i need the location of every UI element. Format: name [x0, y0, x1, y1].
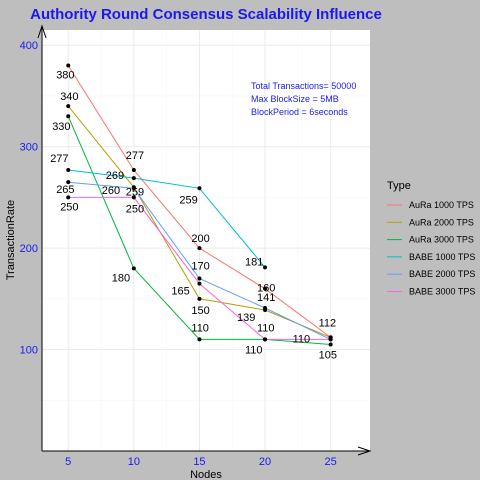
- series-line-3: [68, 169, 266, 268]
- data-label: 277: [50, 153, 68, 165]
- data-label: 250: [60, 201, 78, 213]
- data-label: 165: [171, 286, 189, 298]
- data-label: 277: [126, 150, 144, 162]
- legend-label: AuRa 1000 TPS: [409, 200, 474, 210]
- data-point: [66, 63, 71, 68]
- legend-label: BABE 2000 TPS: [409, 269, 475, 279]
- annotation-total-transactions: Total Transactions= 50000: [251, 81, 356, 91]
- y-tick-label: 300: [20, 142, 38, 154]
- data-label: 110: [245, 344, 263, 356]
- data-point: [131, 186, 136, 191]
- chart-title: Authority Round Consensus Scalability In…: [30, 6, 382, 23]
- data-label: 265: [56, 184, 74, 196]
- x-axis-arrow: [357, 446, 372, 456]
- data-label: 259: [126, 186, 144, 198]
- legend-title: Type: [387, 180, 411, 192]
- data-point: [197, 296, 202, 301]
- series-points: [66, 63, 333, 347]
- data-label: 139: [237, 312, 255, 324]
- x-tick-label: 20: [259, 456, 271, 468]
- tick-labels: 5 10 15 20 25 100 200 300 400: [20, 40, 337, 468]
- x-tick-label: 10: [128, 456, 140, 468]
- legend-label: AuRa 3000 TPS: [409, 235, 474, 245]
- data-point: [197, 276, 202, 281]
- data-point: [66, 180, 71, 185]
- data-point: [263, 265, 268, 270]
- data-label: 150: [191, 305, 209, 317]
- data-label: 181: [245, 256, 263, 268]
- data-point: [131, 195, 136, 200]
- data-point: [328, 342, 333, 347]
- legend-label: BABE 3000 TPS: [409, 287, 475, 297]
- data-point: [66, 114, 71, 119]
- data-point: [131, 167, 136, 172]
- legend: Type AuRa 1000 TPS AuRa 2000 TPS AuRa 3000…: [387, 180, 475, 297]
- x-tick-label: 5: [65, 456, 71, 468]
- plot-panel: [42, 30, 370, 451]
- data-point: [66, 104, 71, 109]
- data-point: [263, 286, 268, 291]
- data-label: 112: [319, 317, 337, 329]
- data-label: 110: [257, 322, 275, 334]
- y-axis-title: TransactionRate: [5, 200, 17, 280]
- data-point: [131, 266, 136, 271]
- data-label: 269: [106, 170, 124, 182]
- data-label: 200: [191, 233, 209, 245]
- data-point: [131, 176, 136, 181]
- axes: [37, 24, 372, 456]
- data-label: 170: [191, 261, 209, 273]
- data-label: 260: [102, 185, 120, 197]
- data-point: [263, 305, 268, 310]
- y-tick-label: 400: [20, 40, 38, 52]
- data-point: [197, 281, 202, 286]
- x-tick-label: 25: [325, 456, 337, 468]
- data-point: [263, 337, 268, 342]
- data-point: [197, 337, 202, 342]
- data-label: 141: [257, 292, 275, 304]
- legend-items: AuRa 1000 TPS AuRa 2000 TPS AuRa 3000 TPS B…: [387, 200, 475, 297]
- data-point: [197, 186, 202, 191]
- data-label: 380: [56, 70, 74, 82]
- y-axis-arrow: [37, 24, 47, 39]
- data-point: [328, 337, 333, 342]
- data-label: 105: [319, 350, 337, 362]
- data-label: 250: [126, 203, 144, 215]
- legend-label: BABE 1000 TPS: [409, 252, 475, 262]
- annotation-block-period: BlockPeriod = 6seconds: [251, 107, 348, 117]
- grid: [42, 30, 370, 451]
- data-label: 330: [52, 121, 70, 133]
- annotation-max-blocksize: Max BlockSize = 5MB: [251, 94, 339, 104]
- y-tick-label: 200: [20, 243, 38, 255]
- data-label: 340: [60, 91, 78, 103]
- x-tick-label: 15: [193, 456, 205, 468]
- data-point: [66, 167, 71, 172]
- data-label: 160: [257, 283, 275, 295]
- x-axis-title: Nodes: [190, 469, 222, 480]
- data-point: [66, 195, 71, 200]
- data-point: [197, 246, 202, 251]
- data-label: 110: [191, 322, 209, 334]
- data-label: 110: [293, 333, 311, 345]
- data-label: 180: [112, 272, 130, 284]
- y-tick-label: 100: [20, 345, 38, 357]
- legend-label: AuRa 2000 TPS: [409, 217, 474, 227]
- data-label: 259: [179, 194, 197, 206]
